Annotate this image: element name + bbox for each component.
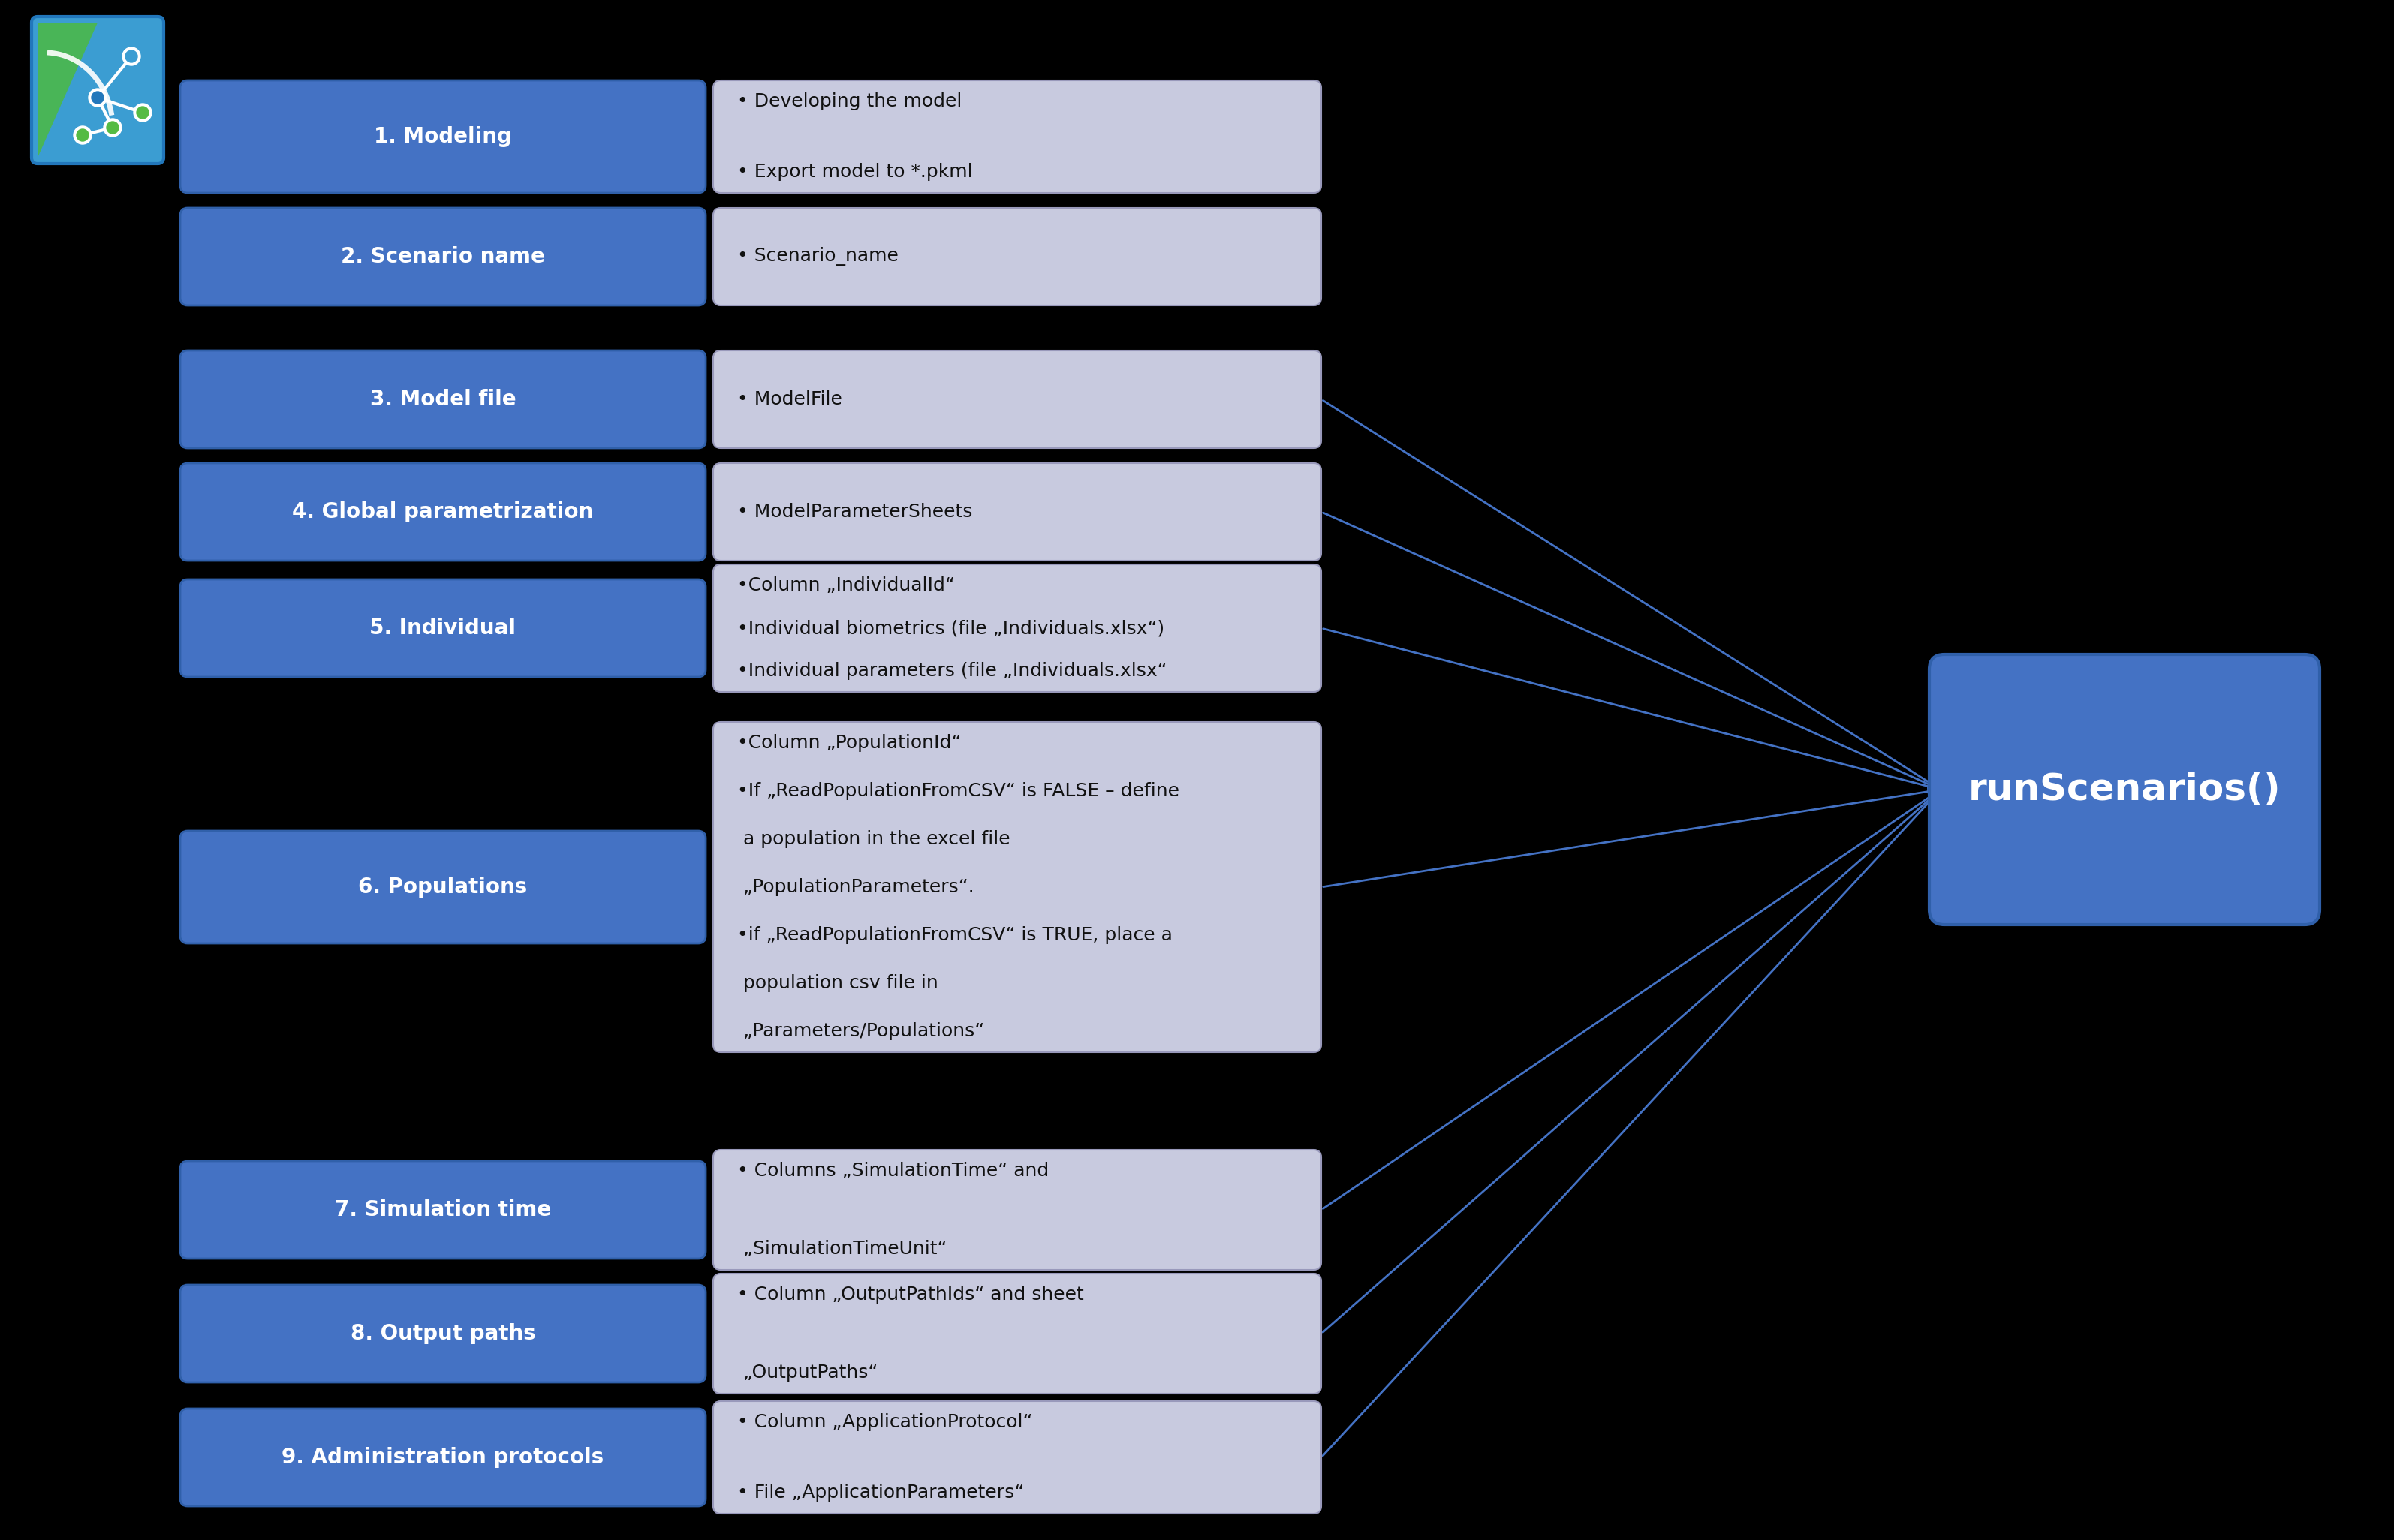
Text: 2. Scenario name: 2. Scenario name xyxy=(340,246,546,266)
Circle shape xyxy=(77,129,89,142)
Text: „Parameters/Populations“: „Parameters/Populations“ xyxy=(737,1023,984,1040)
Text: 8. Output paths: 8. Output paths xyxy=(350,1323,536,1344)
Text: 1. Modeling: 1. Modeling xyxy=(373,126,512,148)
Text: 6. Populations: 6. Populations xyxy=(359,876,527,898)
FancyBboxPatch shape xyxy=(180,464,706,561)
Text: • ModelParameterSheets: • ModelParameterSheets xyxy=(737,504,972,521)
Circle shape xyxy=(124,51,136,62)
FancyBboxPatch shape xyxy=(713,1274,1321,1394)
FancyBboxPatch shape xyxy=(713,1150,1321,1270)
Text: a population in the excel file: a population in the excel file xyxy=(737,830,1010,849)
Text: „OutputPaths“: „OutputPaths“ xyxy=(737,1363,879,1381)
FancyBboxPatch shape xyxy=(180,80,706,192)
Text: • ModelFile: • ModelFile xyxy=(737,390,843,408)
FancyBboxPatch shape xyxy=(713,208,1321,305)
FancyBboxPatch shape xyxy=(713,1401,1321,1514)
Circle shape xyxy=(136,106,148,119)
Text: • Developing the model: • Developing the model xyxy=(737,92,962,111)
Text: • Export model to *.pkml: • Export model to *.pkml xyxy=(737,163,972,180)
FancyBboxPatch shape xyxy=(180,1161,706,1258)
Text: „SimulationTimeUnit“: „SimulationTimeUnit“ xyxy=(737,1240,948,1258)
Text: •if „ReadPopulationFromCSV“ is TRUE, place a: •if „ReadPopulationFromCSV“ is TRUE, pla… xyxy=(737,926,1173,944)
FancyBboxPatch shape xyxy=(180,1409,706,1506)
Text: • Column „ApplicationProtocol“: • Column „ApplicationProtocol“ xyxy=(737,1414,1032,1431)
FancyBboxPatch shape xyxy=(713,464,1321,561)
Circle shape xyxy=(134,103,151,122)
Text: • File „ApplicationParameters“: • File „ApplicationParameters“ xyxy=(737,1483,1025,1502)
Text: •Column „PopulationId“: •Column „PopulationId“ xyxy=(737,735,960,752)
FancyBboxPatch shape xyxy=(713,564,1321,691)
Text: •Individual parameters (file „Individuals.xlsx“: •Individual parameters (file „Individual… xyxy=(737,662,1166,681)
Circle shape xyxy=(108,122,120,134)
Text: • Scenario_name: • Scenario_name xyxy=(737,248,898,266)
FancyBboxPatch shape xyxy=(180,1284,706,1383)
FancyBboxPatch shape xyxy=(31,17,163,163)
Text: •Individual biometrics (file „Individuals.xlsx“): •Individual biometrics (file „Individual… xyxy=(737,619,1163,638)
FancyBboxPatch shape xyxy=(713,351,1321,448)
Text: •If „ReadPopulationFromCSV“ is FALSE – define: •If „ReadPopulationFromCSV“ is FALSE – d… xyxy=(737,782,1180,799)
FancyBboxPatch shape xyxy=(180,208,706,305)
Text: • Columns „SimulationTime“ and: • Columns „SimulationTime“ and xyxy=(737,1161,1049,1180)
FancyBboxPatch shape xyxy=(180,351,706,448)
Circle shape xyxy=(103,119,122,137)
Circle shape xyxy=(74,126,91,145)
FancyBboxPatch shape xyxy=(180,579,706,678)
FancyBboxPatch shape xyxy=(180,830,706,944)
Text: 3. Model file: 3. Model file xyxy=(369,388,517,410)
Text: population csv file in: population csv file in xyxy=(737,975,938,992)
Text: 9. Administration protocols: 9. Administration protocols xyxy=(282,1448,603,1468)
Text: 7. Simulation time: 7. Simulation time xyxy=(335,1200,551,1220)
FancyBboxPatch shape xyxy=(1930,654,2320,924)
Circle shape xyxy=(89,89,108,106)
Circle shape xyxy=(122,48,141,65)
Text: runScenarios(): runScenarios() xyxy=(1968,772,2281,807)
Text: •Column „IndividualId“: •Column „IndividualId“ xyxy=(737,576,955,594)
Text: • Column „OutputPathIds“ and sheet: • Column „OutputPathIds“ and sheet xyxy=(737,1286,1084,1303)
FancyBboxPatch shape xyxy=(713,722,1321,1052)
Text: „PopulationParameters“.: „PopulationParameters“. xyxy=(737,878,974,896)
Text: 4. Global parametrization: 4. Global parametrization xyxy=(292,502,594,522)
Polygon shape xyxy=(38,23,98,157)
FancyBboxPatch shape xyxy=(713,80,1321,192)
Circle shape xyxy=(91,91,103,103)
Text: 5. Individual: 5. Individual xyxy=(369,618,517,639)
